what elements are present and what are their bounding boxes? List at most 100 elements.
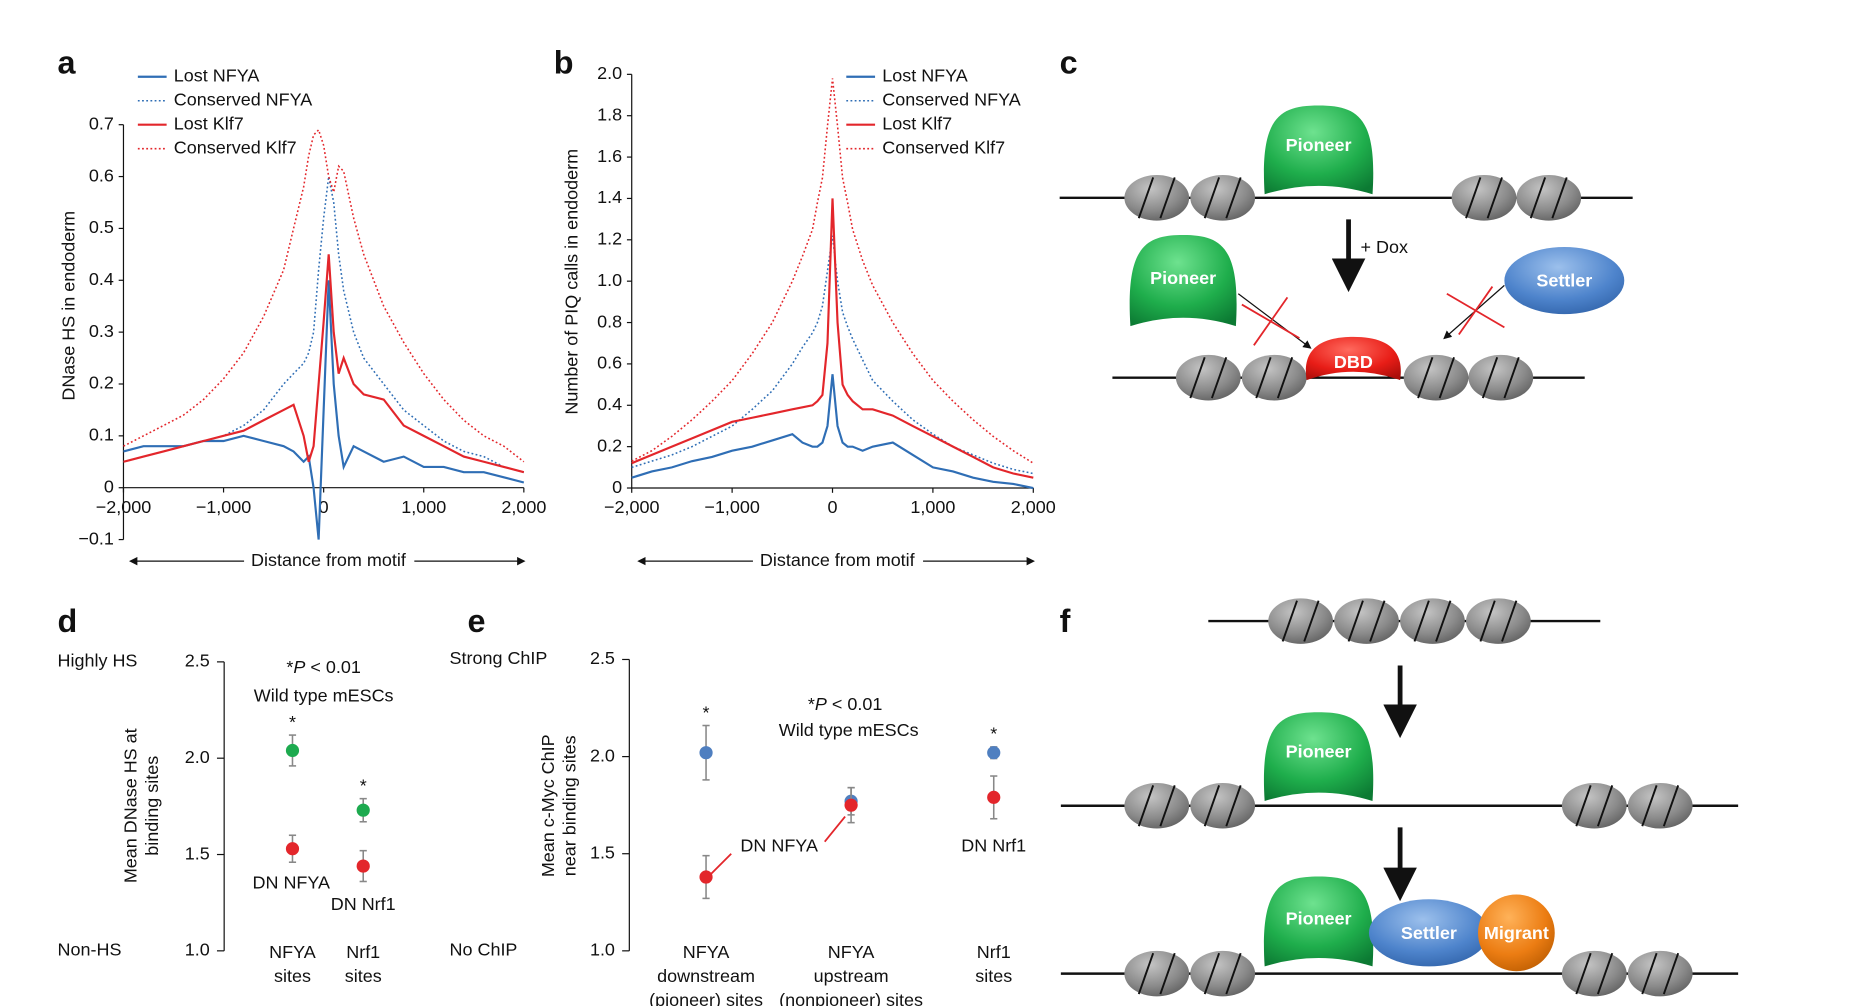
point <box>844 798 858 812</box>
x-tick-label: −1,000 <box>704 497 759 517</box>
nucleosome <box>1400 598 1465 644</box>
histone <box>1124 950 1190 997</box>
histone <box>1561 950 1627 997</box>
dna-wrap <box>1486 177 1503 219</box>
dna-wrap <box>1662 785 1680 827</box>
legend-label: Conserved NFYA <box>882 89 1020 109</box>
x-tick-label: upstream <box>814 966 889 986</box>
y-axis-label: Mean c-Myc ChIP <box>538 734 558 877</box>
dna-wrap <box>1435 600 1452 642</box>
nucleosome <box>1466 598 1531 644</box>
point <box>285 842 300 856</box>
point <box>699 870 713 884</box>
y-tick-label: 0.4 <box>597 394 622 414</box>
dna-wrap <box>1369 600 1386 642</box>
y-tick-label: 1.8 <box>597 104 622 124</box>
x-tick-label: sites <box>274 966 311 986</box>
arrow <box>1237 293 1312 349</box>
label-connector <box>710 853 732 875</box>
dna-wrap <box>1189 356 1206 399</box>
legend-label: Wild type mESCs <box>254 685 394 705</box>
point <box>987 790 1001 804</box>
point <box>699 746 713 760</box>
panel-letter: d <box>58 603 78 639</box>
y-end-label: No ChIP <box>450 940 518 960</box>
dna-wrap <box>1481 356 1499 399</box>
y-tick-label: 0.8 <box>597 311 622 331</box>
annotation: + Dox <box>1361 237 1408 257</box>
dna-wrap <box>1575 785 1592 827</box>
y-tick-label: 0.7 <box>89 113 114 133</box>
histone <box>1175 354 1241 401</box>
histone <box>1241 354 1307 401</box>
legend-label: Conserved Klf7 <box>174 137 297 157</box>
panel-letter: f <box>1060 603 1071 639</box>
y-axis-label: binding sites <box>142 756 162 856</box>
legend-label: Lost Klf7 <box>882 113 952 133</box>
dna-wrap <box>1203 177 1221 219</box>
nucleosome <box>1190 950 1256 997</box>
annotation: *P < 0.01 <box>286 657 360 677</box>
histone <box>1466 598 1531 644</box>
y-tick-label: 2.5 <box>590 648 615 668</box>
y-tick-label: 1.2 <box>597 229 622 249</box>
y-tick-label: −0.1 <box>78 528 113 548</box>
dna-wrap <box>1276 356 1294 399</box>
x-tick-label: −1,000 <box>196 497 251 517</box>
dna-wrap <box>1159 785 1176 827</box>
significance-star: * <box>990 724 997 744</box>
point-label: DN Nrf1 <box>331 894 396 914</box>
histone <box>1627 782 1693 829</box>
histone <box>1334 598 1399 644</box>
x-tick-label: 2,000 <box>501 497 546 517</box>
nucleosome <box>1627 782 1693 829</box>
x-tick-label: 2,000 <box>1011 497 1056 517</box>
migrant <box>1478 894 1555 972</box>
legend-label: Lost NFYA <box>174 65 260 85</box>
annotation-part: P <box>815 694 827 714</box>
pioneer <box>1129 235 1237 327</box>
x-tick-label: sites <box>345 966 382 986</box>
settler <box>1368 899 1489 967</box>
dna-wrap <box>1137 177 1155 219</box>
y-end-label: Highly HS <box>58 651 138 671</box>
annotation-part: < 0.01 <box>305 657 360 677</box>
histone <box>1403 354 1469 401</box>
nucleosome <box>1124 950 1190 997</box>
nucleosome <box>1403 354 1469 401</box>
histone <box>1516 175 1582 221</box>
pioneer <box>1263 712 1374 801</box>
y-tick-label: 2.5 <box>185 651 210 671</box>
legend-label: Wild type mESCs <box>779 720 919 740</box>
x-tick-label: 0 <box>319 497 329 517</box>
pioneer-label: Pioneer <box>1286 908 1352 928</box>
dna-wrap <box>1159 177 1176 219</box>
dna-wrap <box>1281 600 1298 642</box>
dna-wrap <box>1503 356 1520 399</box>
y-tick-label: 0.2 <box>89 373 114 393</box>
significance-star: * <box>360 775 367 795</box>
dna-wrap <box>1159 952 1176 995</box>
nucleosome <box>1627 950 1693 997</box>
nucleosome <box>1124 782 1190 829</box>
y-tick-label: 0.3 <box>89 321 114 341</box>
nucleosome <box>1241 354 1307 401</box>
series-line <box>123 280 525 540</box>
dna-wrap <box>1596 785 1614 827</box>
x-tick-label: (pioneer) sites <box>649 990 763 1006</box>
histone <box>1190 175 1256 221</box>
point-label: DN Nrf1 <box>961 835 1026 855</box>
annotation-part: * <box>286 657 293 677</box>
dna-wrap <box>1479 600 1496 642</box>
settler <box>1504 247 1625 315</box>
dna-wrap <box>1575 952 1592 995</box>
histone <box>1561 782 1627 829</box>
y-tick-label: 1.4 <box>597 187 622 207</box>
y-end-label: Strong ChIP <box>450 648 548 668</box>
dna-wrap <box>1438 356 1455 399</box>
x-tick-label: 1,000 <box>401 497 446 517</box>
block-x <box>1458 286 1494 336</box>
point <box>356 803 370 817</box>
